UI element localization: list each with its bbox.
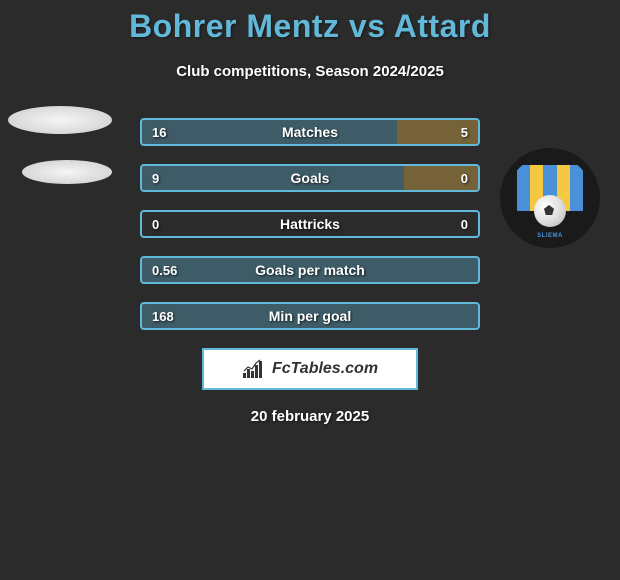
- stat-row: 16Matches5: [140, 118, 480, 146]
- brand-box[interactable]: FcTables.com: [202, 348, 418, 390]
- stat-rows: 16Matches59Goals00Hattricks00.56Goals pe…: [140, 118, 480, 330]
- stat-value-right: 0: [461, 171, 468, 186]
- subtitle: Club competitions, Season 2024/2025: [0, 63, 620, 80]
- stat-value-right: 0: [461, 217, 468, 232]
- stat-row: 0Hattricks0: [140, 210, 480, 238]
- team-left-badge: [8, 106, 112, 210]
- stat-label: Goals per match: [142, 262, 478, 278]
- stat-row: 168Min per goal: [140, 302, 480, 330]
- stripe: [517, 165, 530, 211]
- stats-container: SLIEMA 16Matches59Goals00Hattricks00.56G…: [0, 118, 620, 425]
- stat-row: 9Goals0: [140, 164, 480, 192]
- placeholder-ellipse-icon: [8, 106, 112, 134]
- date-label: 20 february 2025: [0, 408, 620, 425]
- brand-label: FcTables.com: [272, 360, 378, 378]
- stat-label: Min per goal: [142, 308, 478, 324]
- stat-label: Goals: [142, 170, 478, 186]
- club-crest-icon: SLIEMA: [500, 148, 600, 248]
- team-right-badge: SLIEMA: [500, 148, 600, 248]
- club-name-label: SLIEMA: [507, 233, 593, 239]
- stat-label: Hattricks: [142, 216, 478, 232]
- football-icon: [534, 195, 566, 227]
- stat-row: 0.56Goals per match: [140, 256, 480, 284]
- stat-label: Matches: [142, 124, 478, 140]
- bar-chart-icon: [242, 359, 266, 379]
- stripe: [570, 165, 583, 211]
- page-title: Bohrer Mentz vs Attard: [0, 0, 620, 45]
- placeholder-ellipse-icon: [22, 160, 112, 184]
- stat-value-right: 5: [461, 125, 468, 140]
